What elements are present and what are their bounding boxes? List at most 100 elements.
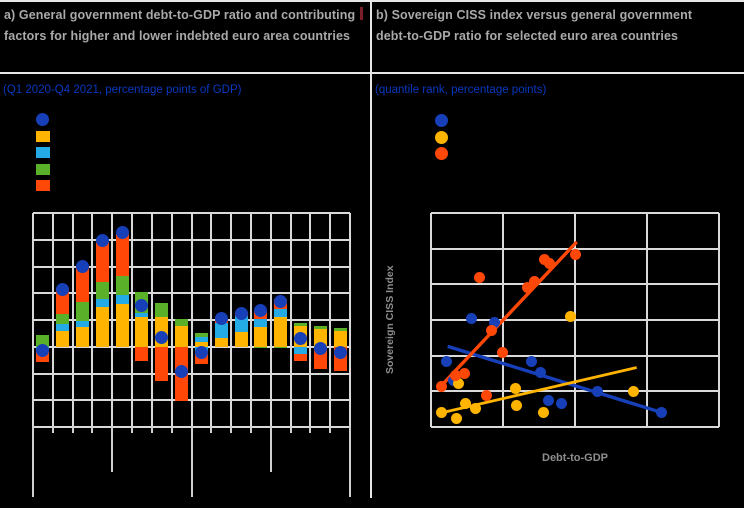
gridline-v [646,213,648,427]
gridline-v [289,213,292,427]
legend-square-marker [36,130,50,142]
net-change-dot [36,343,50,357]
axis-tick [249,427,252,433]
bar-segment [313,326,327,330]
scatter-point [627,386,639,398]
bar-segment [95,307,109,347]
scatter-point [436,406,448,418]
legend-circle-marker [435,130,448,144]
scatter-point [473,272,485,284]
bar-segment [115,275,129,296]
scatter-point [459,398,471,410]
gridline-v [430,213,432,427]
legend-circle-marker [435,114,448,127]
legend-circle-marker [36,113,49,126]
bar-segment [155,303,169,318]
panel-a-subtitle: (Q1 2020-Q4 2021, percentage points of G… [3,84,242,96]
bar-plot [32,212,351,497]
net-change-dot [333,346,347,360]
scatter-point [569,248,581,260]
bar-segment [254,346,268,349]
panel-a-legend [35,110,235,200]
bar-segment [274,308,288,318]
net-change-dot [194,345,208,359]
gridline-v [349,213,351,427]
gridline-v [249,213,252,427]
panel-a-title: a) General government debt-to-GDP ratio … [4,8,356,43]
gridline-v [269,213,272,427]
bar-segment [56,313,70,324]
scatter-point [529,275,541,287]
bar-segment [135,312,149,317]
axis-tick [349,427,351,497]
bar-segment [333,328,347,331]
gridline-v [71,213,74,427]
scatter-point [465,313,477,324]
scatter-point [459,368,471,379]
scatter-x-axis-label: Debt-to-GDP [542,452,608,464]
net-change-dot [56,283,70,296]
gridline-h [431,426,719,428]
gridline-v [210,213,213,427]
bar-segment [274,317,288,347]
bar-segment [76,302,90,321]
panel-b-legend [434,111,634,171]
gridline-v [131,213,134,427]
legend-square-marker [36,180,50,191]
axis-tick [170,427,173,433]
gridline-v [230,213,233,427]
net-change-dot [254,304,268,318]
bar-segment [175,326,189,347]
axis-tick [150,427,153,433]
bar-segment [333,330,347,347]
scatter-point [485,324,497,336]
axis-tick [190,427,193,497]
bar-segment [293,354,307,362]
gridline-v [91,213,94,427]
gridline-v [574,213,576,427]
gridline-v [718,213,720,427]
gridline-v [51,213,54,427]
bar-segment [115,295,129,304]
bar-segment [214,322,228,339]
axis-tick [309,427,312,433]
bar-segment [293,322,307,326]
title-red-mark [360,7,363,20]
bar-segment [194,336,208,343]
axis-tick [210,427,213,433]
legend-square-marker [36,163,50,175]
scatter-point [542,394,554,406]
gridline-v [309,213,312,427]
scatter-point [511,399,523,411]
scatter-point [481,389,493,401]
bar-segment [254,319,268,328]
net-change-dot [115,225,129,239]
bar-segment [194,332,208,337]
net-change-dot [76,260,90,273]
bar-segment [234,331,248,347]
bar-segment [56,330,70,347]
scatter-point [469,403,481,415]
scatter-point [451,413,463,425]
bar-segment [36,334,50,347]
axis-tick [131,427,134,433]
bar-segment [56,323,70,331]
net-change-dot [313,341,327,355]
panel-b-subtitle: (quantile rank, percentage points) [375,84,547,96]
legend-circle-marker [435,147,448,160]
gridline-v [150,213,153,427]
trend-line [437,240,578,390]
bar-segment [234,316,248,332]
scatter-point [496,346,508,358]
legend-square-marker [36,147,50,158]
bar-segment [175,318,189,327]
scatter-point [592,386,604,398]
scatter-point [565,310,577,322]
axis-tick [51,427,54,433]
net-change-dot [293,331,307,345]
scatter-point [453,378,465,390]
scatter-point [521,282,533,294]
scatter-point [526,356,538,368]
bar-segment [135,346,149,361]
